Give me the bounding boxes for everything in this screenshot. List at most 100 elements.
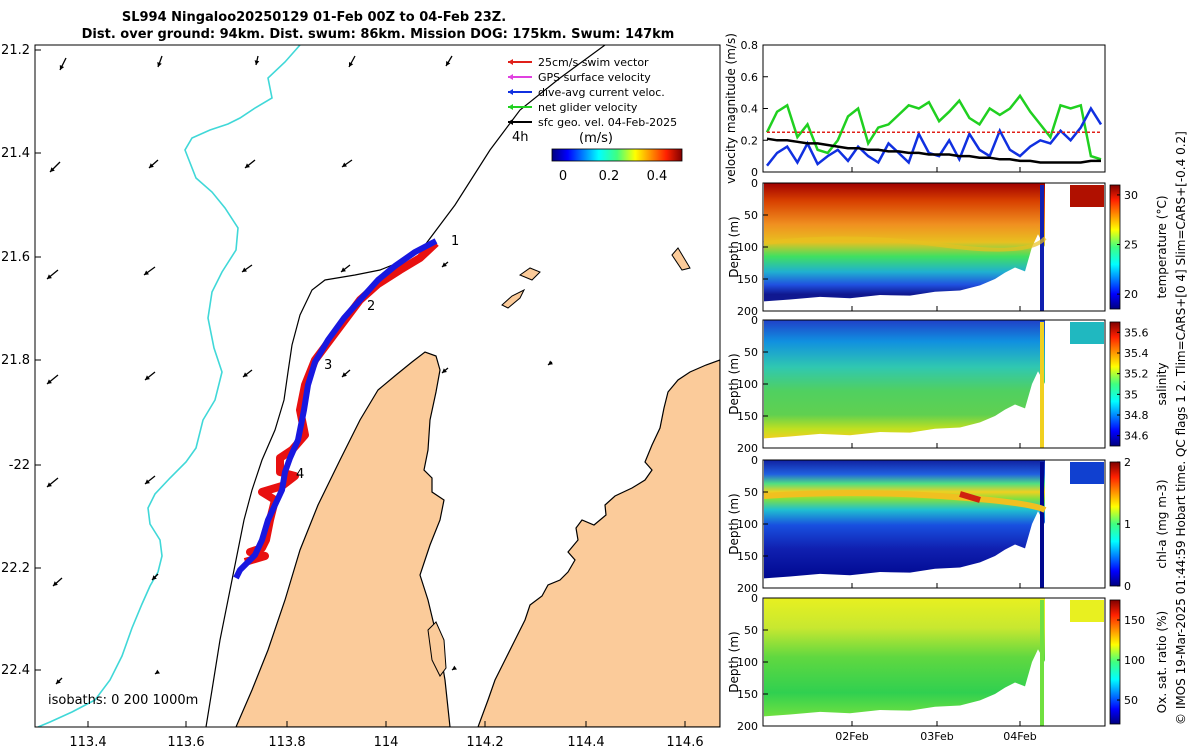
isobath-line (205, 45, 606, 727)
legend-arrowhead (508, 74, 513, 80)
velocity-arrow-head (243, 372, 248, 377)
colorbar-tick-label: 20 (1124, 288, 1138, 301)
velocity-arrow-head (149, 163, 154, 168)
colorbar-tick-label: 30 (1124, 189, 1138, 202)
map-x-tick-label: 114.6 (666, 735, 703, 750)
velocity-arrow-head (47, 274, 52, 279)
legend-arrowhead (508, 119, 513, 125)
heatmap-y-tick-label: 200 (737, 442, 758, 455)
heatmap-spike (1040, 322, 1044, 448)
day-marker-3: 3 (324, 358, 332, 373)
heatmap-colorbar (1109, 599, 1121, 725)
heatmap-y-tick-label: 0 (751, 314, 758, 327)
heatmap-y-tick-label: 100 (737, 378, 758, 391)
island (671, 247, 691, 271)
heatmap-y-tick-label: 50 (744, 209, 758, 222)
velocity-arrow-head (53, 581, 58, 586)
chl-max-band (763, 490, 1047, 513)
heatmap-y-tick-label: 200 (737, 582, 758, 595)
heatmap-spike (1040, 600, 1044, 726)
map-x-tick-label: 113.4 (69, 735, 106, 750)
heatmap-y-tick-label: 50 (744, 624, 758, 637)
velocity-y-tick-label: 0.6 (741, 71, 759, 84)
velocity-chart-frame (762, 44, 1106, 173)
heatmap-ylabel: Depth (m) (727, 216, 741, 277)
heatmap-y-tick-label: 100 (737, 241, 758, 254)
legend-arrowhead (508, 59, 513, 65)
velocity-arrow-head (341, 267, 346, 272)
velocity-arrow-head (548, 360, 553, 365)
map-y-tick-label: 21.8 (1, 353, 30, 368)
velocity-arrow-head (245, 163, 250, 168)
velocity-arrow-head (446, 61, 451, 66)
velocity-arrow-head (50, 167, 55, 172)
colorbar-tick-0: 0 (559, 169, 567, 184)
map-frame (34, 44, 721, 728)
velocity-y-tick-label: 0.8 (741, 39, 759, 52)
imos-credit-label: © IMOS 19-Mar-2025 01:44:59 Hobart time.… (1174, 131, 1188, 725)
island (518, 267, 541, 281)
colorbar-tick-label: 150 (1124, 614, 1145, 627)
map-y-tick-label: 21.2 (1, 43, 30, 58)
colorbar-tick-label: 35.4 (1124, 347, 1149, 360)
heatmap-y-tick-label: 200 (737, 720, 758, 733)
heatmap-y-tick-label: 150 (737, 273, 758, 286)
colorbar-tick-label: 34.8 (1124, 409, 1149, 422)
heatmap-x-tick-label: 04Feb (1003, 730, 1036, 743)
heatmap-x-tick-label: 03Feb (920, 730, 953, 743)
colorbar-tick-label: 2 (1124, 456, 1131, 469)
heatmap-y-tick-label: 0 (751, 592, 758, 605)
velocity-arrow-head (145, 479, 150, 484)
colorbar-tick-label: 35.6 (1124, 326, 1149, 339)
velocity-y-tick-label: 0 (751, 166, 758, 179)
heatmap-colorbar (1109, 184, 1121, 310)
island (427, 621, 447, 677)
heatmap-y-tick-label: 50 (744, 486, 758, 499)
colorbar-title: (m/s) (579, 131, 613, 146)
heatmap-panel-2: 0 50 100 150 200 Depth (m) 34.6 34.8 35 35.2 35.4 3… (727, 314, 1169, 455)
land-mainland (477, 359, 720, 727)
island (501, 288, 526, 309)
heatmap-y-tick-label: 0 (751, 454, 758, 467)
title-line-1: SL994 Ningaloo20250129 01-Feb 00Z to 04-… (122, 10, 506, 25)
day-marker-4: 4 (296, 467, 304, 482)
thermocline-band (763, 236, 1047, 252)
legend-label: net glider velocity (538, 101, 638, 114)
colorbar-tick-label: 50 (1124, 694, 1138, 707)
heatmap-ylabel: Depth (m) (727, 631, 741, 692)
heatmap-colorbar (1109, 321, 1121, 447)
velocity-arrow-head (47, 379, 52, 384)
heatmap-y-tick-label: 150 (737, 688, 758, 701)
colorbar-tick-label: 35 (1124, 388, 1138, 401)
map-x-tick-label: 114.4 (567, 735, 604, 750)
heatmap-y-tick-label: 100 (737, 518, 758, 531)
heatmap-panel-1: 0 50 100 150 200 Depth (m) 20 25 30 temperature (… (727, 177, 1169, 318)
map-x-tick-label: 114 (374, 735, 399, 750)
heatmap-y-tick-label: 100 (737, 656, 758, 669)
heatmap-y-tick-label: 50 (744, 346, 758, 359)
velocity-y-tick-label: 0.4 (741, 103, 759, 116)
legend-arrowhead (508, 89, 513, 95)
map-x-tick-label: 114.2 (466, 735, 503, 750)
colorbar-tick-label: 100 (1124, 654, 1145, 667)
map-colorbar (551, 148, 683, 162)
velocity-arrows (46, 55, 553, 685)
heatmap-block (1070, 185, 1104, 207)
map-y-tick-label: -22 (9, 458, 30, 473)
heatmap-block (1070, 322, 1104, 344)
colorbar-label: Ox. sat. ratio (%) (1155, 611, 1169, 713)
velocity-y-tick-label: 0.2 (741, 134, 759, 147)
day-marker-1: 1 (451, 234, 459, 249)
velocity-arrow-head (157, 62, 162, 67)
velocity-arrow-head (47, 482, 52, 487)
heatmap-field (764, 320, 1045, 439)
colorbar-tick-1: 0.2 (599, 169, 620, 184)
heatmap-x-tick-label: 02Feb (835, 730, 868, 743)
heatmap-field (764, 460, 1045, 579)
heatmap-spike (1040, 185, 1044, 311)
heatmap-panel-3: 0 50 100 150 200 Depth (m) 0 1 2 chl-a (mg m-3) (727, 454, 1169, 595)
velocity-arrow-head (348, 62, 354, 67)
